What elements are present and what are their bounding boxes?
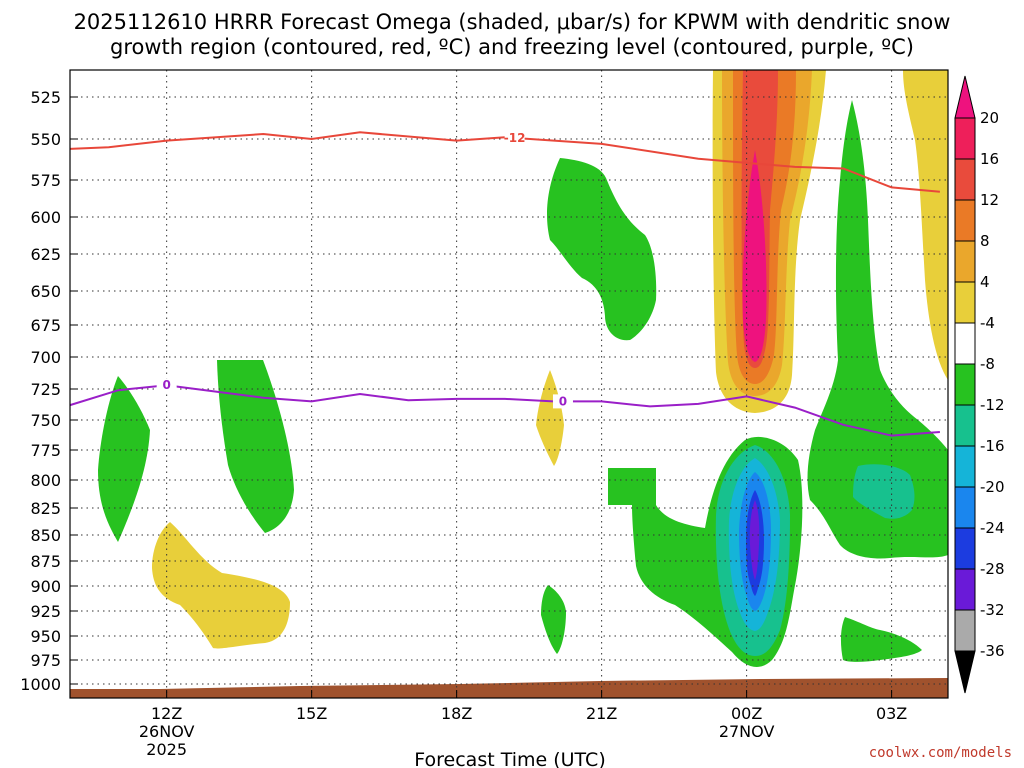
y-tick-label: 675 (30, 316, 61, 335)
omega-positive-lowerleft (152, 522, 290, 649)
colorbar-tick-label: -36 (980, 642, 1005, 660)
omega-negative-12-right (853, 464, 915, 519)
colorbar-bottom-arrow (954, 650, 976, 694)
credit-text: coolwx.com/models (869, 745, 1012, 761)
x-axis-label: Forecast Time (UTC) (414, 749, 605, 768)
y-tick-label: 875 (30, 552, 61, 571)
x-tick-label: 18Z (441, 704, 472, 723)
chart-title-line2: growth region (contoured, red, ºC) and f… (110, 35, 914, 59)
y-tick-label: 600 (30, 208, 61, 227)
grid-lines (70, 70, 948, 698)
y-tick-label: 775 (30, 441, 61, 460)
chart-title: 2025112610 HRRR Forecast Omega (shaded, … (74, 10, 951, 34)
y-tick-label: 800 (30, 471, 61, 490)
contour-label: 0 (162, 378, 170, 392)
terrain-surface (70, 678, 948, 698)
colorbar-segment (954, 486, 976, 529)
colorbar-tick-label: -28 (980, 560, 1005, 578)
colorbar-segment-last (954, 609, 976, 652)
omega-negative-28 (749, 500, 760, 580)
colorbar-tick-label: -8 (980, 355, 995, 373)
omega-positive-20z (536, 370, 564, 466)
colorbar-tick-label: -24 (980, 519, 1005, 537)
contour-lines: -12 0 0 (69, 130, 940, 437)
colorbar-segment (954, 240, 976, 283)
colorbar-segment (954, 117, 976, 160)
colorbar-tick-label: 8 (980, 232, 990, 250)
x-tick-year: 2025 (146, 740, 187, 759)
colorbar-tick-label: -20 (980, 478, 1005, 496)
y-tick-label: 950 (30, 627, 61, 646)
colorbar-segment (954, 363, 976, 406)
x-tick-label: 12Z (151, 704, 182, 723)
contour-label: -12 (504, 131, 526, 145)
colorbar-segment (954, 404, 976, 447)
y-axis: 525 550 575 600 625 650 675 700 725 750 775 800 825 8… (20, 88, 78, 694)
y-tick-label: 575 (30, 171, 61, 190)
colorbar-segment (954, 281, 976, 324)
y-tick-label: 700 (30, 348, 61, 367)
omega-positive-right-edge (903, 70, 948, 380)
y-tick-label: 650 (30, 282, 61, 301)
x-tick-label: 03Z (876, 704, 907, 723)
omega-negative-8-f (807, 100, 948, 559)
colorbar-tick-label: 20 (980, 109, 999, 127)
omega-positive-20 (742, 150, 767, 362)
y-tick-label: 750 (30, 411, 61, 430)
y-tick-label: 1000 (20, 675, 61, 694)
y-tick-label: 725 (30, 380, 61, 399)
colorbar-tick-label: -32 (980, 601, 1005, 619)
omega-negative-8-a (98, 376, 150, 542)
y-tick-label: 550 (30, 130, 61, 149)
colorbar-segment (954, 527, 976, 570)
x-tick-label: 00Z (731, 704, 762, 723)
omega-negative-8-g (840, 617, 922, 662)
freezing-level-line (69, 384, 940, 437)
y-tick-label: 825 (30, 499, 61, 518)
omega-shading (98, 70, 948, 667)
contour-label-bg (156, 378, 177, 393)
y-tick-label: 625 (30, 245, 61, 264)
colorbar-tick-label: -12 (980, 396, 1005, 414)
colorbar-segment (954, 158, 976, 201)
contour-label-bg (552, 394, 573, 409)
plot-frame (69, 69, 949, 699)
contour-label-bg (504, 130, 525, 145)
colorbar-segment (954, 568, 976, 611)
colorbar-segment (954, 322, 976, 365)
y-tick-label: 850 (30, 526, 61, 545)
x-tick-label: 21Z (586, 704, 617, 723)
omega-negative-8-b (217, 360, 294, 533)
colorbar-segment (954, 445, 976, 488)
colorbar-tick-label: -16 (980, 437, 1005, 455)
omega-negative-8-d (541, 585, 566, 654)
x-tick-date: 27NOV (719, 722, 775, 741)
dgz-isotherm-line (69, 131, 940, 193)
colorbar-segment (954, 199, 976, 242)
colorbar-tick-label: 16 (980, 150, 999, 168)
colorbar-tick-label: 12 (980, 191, 999, 209)
y-tick-label: 975 (30, 651, 61, 670)
colorbar: 20 16 12 8 4 -4 -8 -12 -16 -20 -24 -28 -32 -36 (954, 75, 1005, 694)
y-tick-label: 925 (30, 602, 61, 621)
x-tick-date: 26NOV (139, 722, 195, 741)
colorbar-tick-label: 4 (980, 273, 990, 291)
y-tick-label: 525 (30, 88, 61, 107)
y-tick-label: 900 (30, 577, 61, 596)
contour-label: 0 (559, 394, 567, 408)
omega-negative-8-c (547, 158, 657, 341)
colorbar-top-arrow (954, 75, 976, 119)
colorbar-tick-label: -4 (980, 314, 995, 332)
x-tick-label: 15Z (296, 704, 327, 723)
